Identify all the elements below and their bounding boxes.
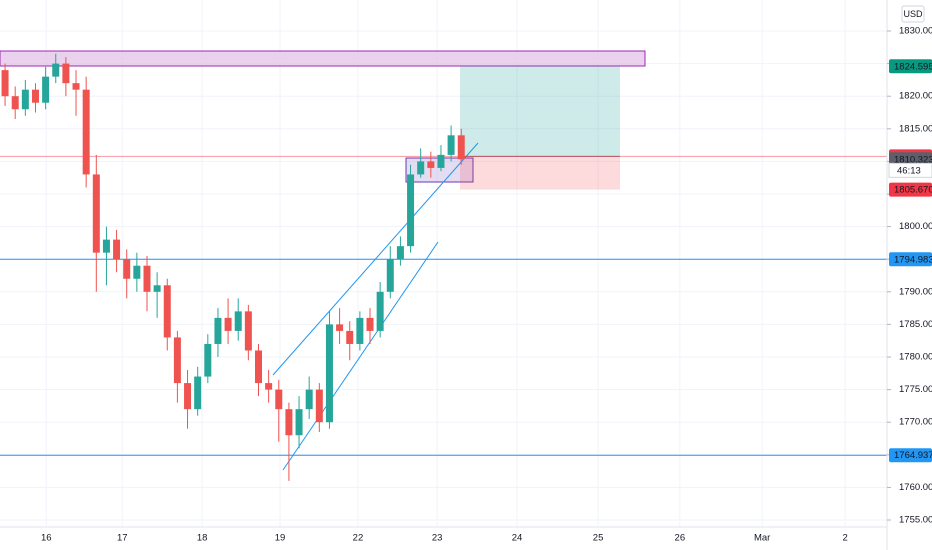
target-zone <box>460 66 620 157</box>
x-tick-label: 26 <box>675 533 686 544</box>
candle-body <box>62 63 70 84</box>
price-label-box <box>889 252 932 267</box>
candle-body <box>123 259 131 279</box>
position-zones <box>0 66 887 456</box>
candle-body <box>113 239 121 260</box>
price-label-box <box>889 59 932 74</box>
price-label: 1764.937 <box>894 450 932 461</box>
candle-body <box>366 317 374 331</box>
x-tick-label: 18 <box>197 533 208 544</box>
candle-body <box>457 135 465 160</box>
candle-body <box>254 350 262 384</box>
price-label: 1810.323 <box>894 154 932 165</box>
candle-body <box>305 389 313 410</box>
candle-body <box>102 239 110 253</box>
stop-zone <box>460 156 620 190</box>
candle-body <box>234 311 242 331</box>
candle-body <box>163 285 171 338</box>
y-tick-label: 1780.000 <box>899 352 932 363</box>
y-tick-label: 1820.000 <box>899 91 932 102</box>
candle-body <box>72 83 80 90</box>
candle-body <box>42 76 50 103</box>
price-label-box <box>889 182 932 197</box>
candle-body <box>244 311 252 351</box>
candle-body <box>173 337 181 384</box>
price-label: 1824.595 <box>894 61 932 72</box>
candle-body <box>325 324 333 423</box>
candle-body <box>11 96 19 110</box>
countdown: 46:13 <box>897 165 921 176</box>
candles <box>1 53 465 481</box>
x-tick-label: 19 <box>275 533 286 544</box>
candle-body <box>1 70 9 97</box>
candle-body <box>315 389 323 423</box>
resistance-zone <box>0 50 646 67</box>
candle-body <box>31 89 39 103</box>
x-tick-label: 24 <box>512 533 523 544</box>
price-label: 1794.983 <box>894 254 932 265</box>
candle-body <box>336 324 344 331</box>
candle-body <box>356 317 364 344</box>
y-tick-label: 1790.000 <box>899 286 932 297</box>
candle-body <box>224 317 232 331</box>
x-tick-label: Mar <box>754 533 770 544</box>
candle-body <box>214 317 222 344</box>
channel-lower <box>282 241 439 471</box>
candle-body <box>427 161 435 168</box>
candle-body <box>153 285 161 292</box>
candle-body <box>204 343 212 377</box>
candle-body <box>407 174 415 247</box>
y-tick-label: 1770.000 <box>899 417 932 428</box>
x-tick-label: 25 <box>593 533 604 544</box>
y-tick-label: 1815.000 <box>899 123 932 134</box>
candle-body <box>143 265 151 292</box>
y-tick-label: 1785.000 <box>899 319 932 330</box>
candle-body <box>52 63 60 77</box>
countdown-box <box>888 162 932 178</box>
candle-body <box>133 265 141 279</box>
drawings <box>0 50 646 471</box>
y-tick-label: 1830.000 <box>899 26 932 37</box>
candle-body <box>417 161 425 175</box>
candle-body <box>275 389 283 410</box>
candle-body <box>194 376 202 410</box>
x-tick-label: 2 <box>843 533 848 544</box>
x-tick-label: 23 <box>432 533 443 544</box>
candle-body <box>386 259 394 292</box>
currency-box[interactable] <box>901 5 925 23</box>
candle-body <box>21 89 29 110</box>
candle-body <box>346 330 354 344</box>
candle-body <box>265 383 273 390</box>
x-tick-label: 17 <box>117 533 128 544</box>
candle-body <box>184 383 192 410</box>
x-tick-label: 16 <box>41 533 52 544</box>
candle-body <box>92 174 100 253</box>
candle-body <box>295 409 303 436</box>
candle-body <box>285 409 293 436</box>
candle-body <box>447 135 455 155</box>
price-label: 1805.670 <box>894 185 932 196</box>
candle-body <box>396 246 404 260</box>
y-tick-label: 1760.000 <box>899 482 932 493</box>
price-label-box <box>889 152 932 167</box>
x-tick-label: 22 <box>353 533 364 544</box>
currency: USD <box>903 9 923 19</box>
price-label-box <box>889 448 932 463</box>
y-tick-label: 1800.000 <box>899 221 932 232</box>
y-tick-label: 1755.000 <box>899 515 932 526</box>
candle-body <box>376 291 384 331</box>
y-tick-label: 1775.000 <box>899 384 932 395</box>
candle-body <box>437 154 445 168</box>
candle-body <box>82 89 90 175</box>
